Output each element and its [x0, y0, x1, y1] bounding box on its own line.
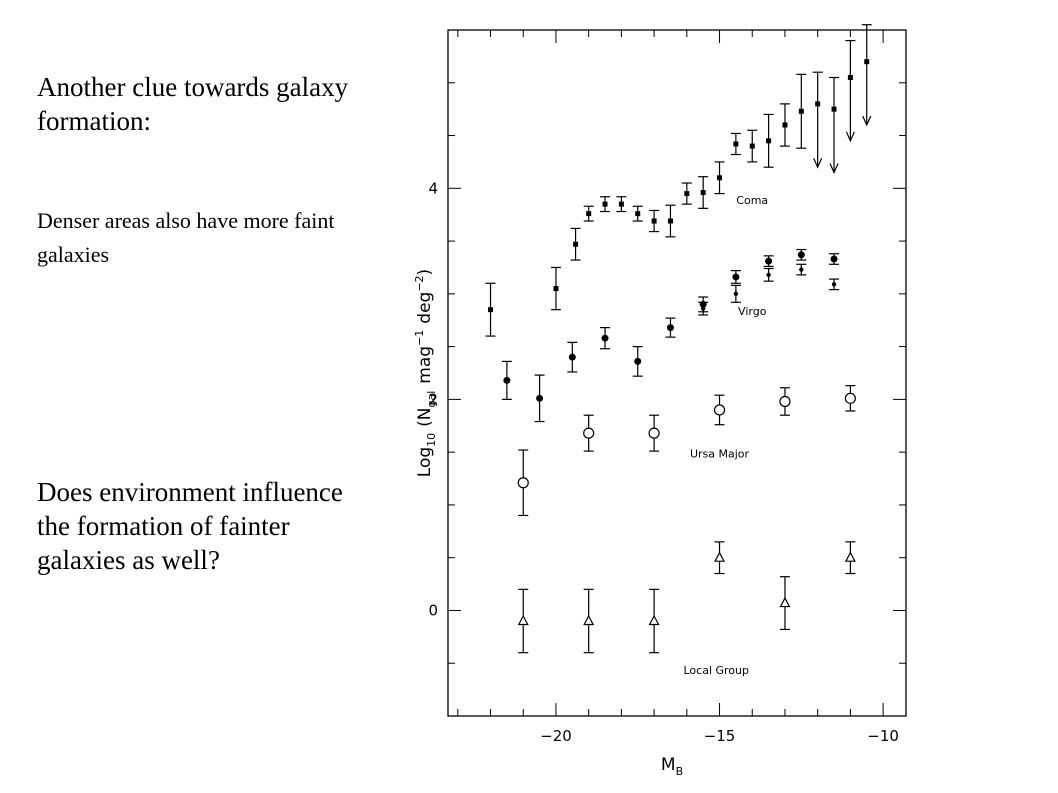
data-point — [536, 394, 544, 402]
data-point — [618, 201, 624, 207]
data-point — [765, 257, 773, 265]
data-point — [713, 404, 726, 416]
data-point — [779, 596, 791, 608]
y-tick-label: 2 — [428, 390, 438, 408]
data-point — [733, 141, 739, 147]
data-point — [517, 477, 529, 489]
data-point — [749, 143, 755, 149]
slide-question: Does environment influence the formation… — [37, 477, 343, 575]
data-point — [583, 427, 595, 439]
data-points — [485, 24, 872, 654]
data-point — [700, 190, 706, 196]
data-point — [717, 175, 723, 181]
data-point — [844, 551, 856, 562]
x-tick-label: −10 — [867, 727, 899, 745]
slide-note: Denser areas also have more faint galaxi… — [37, 208, 335, 267]
plot-frame — [447, 29, 907, 717]
data-point — [583, 614, 595, 626]
data-point — [517, 614, 529, 626]
data-point — [798, 108, 804, 114]
data-point — [733, 291, 739, 297]
y-tick-label: 4 — [428, 179, 438, 197]
data-point — [573, 241, 579, 247]
series-label: Ursa Major — [690, 447, 750, 460]
data-point — [568, 353, 576, 361]
data-point — [488, 307, 494, 313]
data-point — [684, 191, 690, 197]
data-point — [601, 334, 609, 342]
series-label: Virgo — [738, 305, 767, 318]
series-label: Coma — [736, 194, 768, 207]
data-point — [648, 427, 660, 439]
data-point — [586, 211, 592, 217]
data-point — [844, 392, 856, 404]
slide-heading: Another clue towards galaxy formation: — [37, 72, 349, 136]
data-point — [553, 286, 559, 292]
data-point — [648, 614, 660, 626]
data-point — [714, 551, 726, 562]
data-point — [666, 324, 674, 332]
data-point — [831, 282, 837, 287]
data-point — [503, 376, 511, 384]
data-point — [799, 267, 804, 272]
data-point — [831, 106, 837, 112]
upper-limit-arrow — [845, 131, 855, 143]
data-point — [602, 201, 608, 207]
y-axis-label: Log10(Ngalmag−1deg−2) — [413, 269, 438, 477]
data-point — [667, 218, 673, 224]
data-point — [797, 251, 805, 259]
axis-tick-labels: −20 −15 −10 0 2 4 — [428, 179, 898, 745]
data-point — [732, 273, 740, 281]
data-point — [766, 138, 772, 144]
upper-limit-arrow — [829, 163, 839, 174]
data-point — [700, 306, 706, 311]
data-point — [847, 74, 853, 80]
upper-limit-arrow — [813, 157, 823, 169]
data-point — [815, 101, 821, 107]
y-tick-label: 0 — [428, 601, 438, 619]
data-point — [864, 59, 870, 65]
x-axis-label: MB — [661, 755, 683, 778]
data-point — [766, 272, 771, 278]
data-point — [651, 218, 657, 224]
data-point — [830, 255, 838, 263]
data-point — [782, 122, 788, 128]
series-labels: Coma Virgo Ursa Major Local Group — [684, 194, 769, 677]
data-point — [635, 211, 641, 217]
data-point — [779, 395, 791, 408]
x-tick-label: −20 — [540, 727, 572, 745]
axis-ticks — [448, 29, 906, 717]
x-tick-label: −15 — [704, 727, 736, 745]
data-point — [634, 357, 642, 365]
upper-limit-arrow — [862, 115, 872, 127]
series-label: Local Group — [684, 664, 750, 677]
